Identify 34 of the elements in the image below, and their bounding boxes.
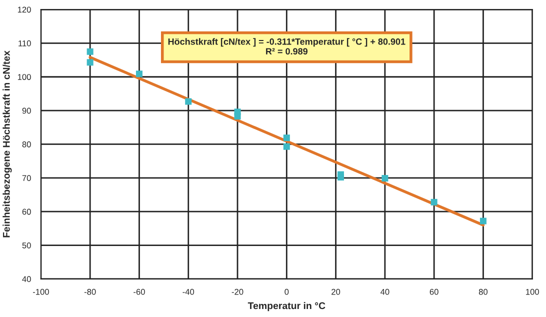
point: [234, 113, 241, 120]
y-tick-label: 120: [18, 6, 31, 13]
x-axis-title: Temperatur in °C: [248, 302, 326, 312]
x-tick-label: 80: [478, 288, 488, 295]
point: [86, 59, 94, 66]
x-tick-label: 100: [526, 288, 539, 295]
y-tick-label: 60: [22, 208, 31, 215]
point: [136, 70, 142, 78]
x-tick-label: 0: [284, 288, 289, 295]
point: [337, 174, 344, 180]
x-tick-label: -100: [32, 288, 49, 295]
y-tick-label: 100: [18, 74, 31, 80]
x-tick-label: 60: [430, 288, 438, 295]
point: [382, 174, 388, 182]
y-tick-label: 90: [22, 108, 31, 114]
point: [185, 98, 192, 105]
point: [283, 134, 290, 142]
y-tick-label: 50: [22, 242, 31, 248]
point: [480, 218, 486, 224]
x-tick-label: 40: [380, 288, 390, 295]
point: [86, 48, 94, 55]
annotation: Höchstkraft [cN/tex ] = -0.311*Temperatur [ °C ] + 80.901 R² = 0.989: [168, 38, 406, 55]
y-tick-label: 40: [22, 276, 31, 282]
y-tick-label: 70: [22, 175, 31, 182]
y-axis-title: Feinheitsbezogene Höchstkraft in cN/tex: [2, 50, 12, 238]
y-tick-label: 80: [22, 141, 31, 148]
x-tick-label: 20: [332, 288, 340, 295]
point: [283, 143, 290, 150]
x-tick-label: -80: [84, 288, 96, 295]
x-tick-label: -60: [134, 288, 145, 295]
point: [430, 198, 438, 206]
x-tick-label: -40: [182, 288, 194, 295]
y-tick-label: 110: [18, 40, 31, 46]
x-tick-label: -20: [232, 288, 244, 295]
